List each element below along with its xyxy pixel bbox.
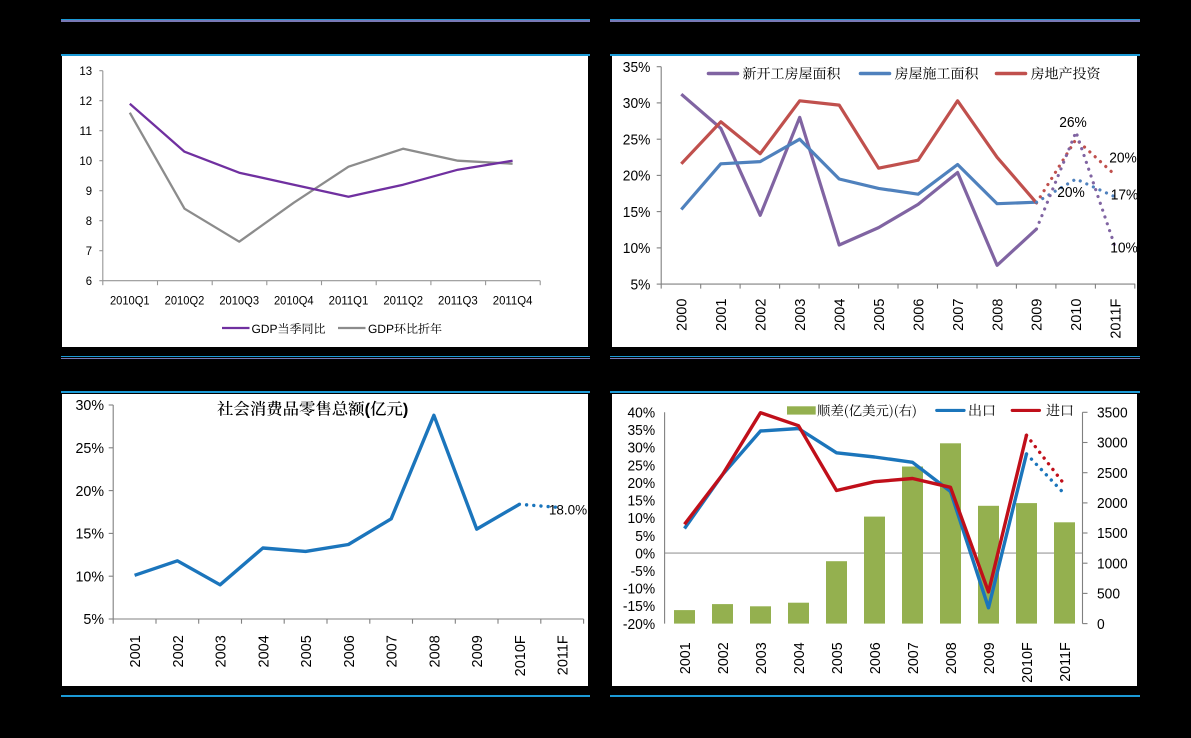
svg-text:2002: 2002 bbox=[171, 635, 187, 667]
svg-text:2008: 2008 bbox=[427, 635, 443, 667]
svg-text:10%: 10% bbox=[76, 568, 105, 585]
svg-text:2011F: 2011F bbox=[1057, 642, 1073, 682]
svg-text:2007: 2007 bbox=[905, 642, 921, 674]
svg-text:7: 7 bbox=[86, 244, 93, 258]
svg-text:2005: 2005 bbox=[871, 299, 887, 331]
svg-text:2003: 2003 bbox=[753, 642, 769, 674]
svg-text:18.0%: 18.0% bbox=[549, 502, 587, 517]
svg-text:25%: 25% bbox=[627, 458, 655, 474]
svg-text:10%: 10% bbox=[622, 241, 650, 257]
svg-text:2009: 2009 bbox=[981, 642, 997, 674]
svg-text:2010F: 2010F bbox=[1019, 642, 1035, 683]
svg-text:20%: 20% bbox=[627, 475, 655, 491]
svg-text:2007: 2007 bbox=[950, 299, 966, 331]
svg-text:25%: 25% bbox=[76, 440, 105, 457]
svg-text:25%: 25% bbox=[622, 133, 650, 149]
svg-text:2005: 2005 bbox=[299, 635, 315, 667]
svg-text:30%: 30% bbox=[622, 96, 650, 112]
svg-text:500: 500 bbox=[1097, 586, 1120, 602]
svg-text:2006: 2006 bbox=[867, 642, 883, 674]
svg-text:2004: 2004 bbox=[256, 635, 272, 667]
svg-text:2010Q2: 2010Q2 bbox=[165, 294, 205, 308]
svg-text:20%: 20% bbox=[1057, 185, 1085, 201]
svg-text:0%: 0% bbox=[635, 546, 655, 562]
svg-text:2001: 2001 bbox=[714, 299, 730, 331]
svg-text:2004: 2004 bbox=[832, 299, 848, 331]
svg-text:2005: 2005 bbox=[829, 642, 845, 674]
svg-text:3500: 3500 bbox=[1097, 405, 1128, 421]
svg-text:2010Q4: 2010Q4 bbox=[274, 294, 314, 308]
svg-text:2010F: 2010F bbox=[513, 635, 529, 676]
svg-text:2011F: 2011F bbox=[556, 635, 572, 675]
svg-text:2003: 2003 bbox=[792, 299, 808, 331]
svg-text:12: 12 bbox=[79, 94, 92, 108]
svg-text:6: 6 bbox=[86, 274, 93, 288]
svg-text:2011Q2: 2011Q2 bbox=[383, 294, 423, 308]
svg-text:20%: 20% bbox=[1109, 151, 1137, 167]
svg-text:2003: 2003 bbox=[214, 635, 230, 667]
svg-text:2007: 2007 bbox=[385, 635, 401, 667]
svg-text:-10%: -10% bbox=[622, 581, 654, 597]
svg-text:30%: 30% bbox=[627, 440, 655, 456]
svg-text:2004: 2004 bbox=[791, 642, 807, 674]
svg-text:35%: 35% bbox=[627, 423, 655, 439]
svg-text:2008: 2008 bbox=[990, 299, 1006, 331]
svg-text:2010Q1: 2010Q1 bbox=[110, 294, 150, 308]
svg-text:2000: 2000 bbox=[674, 299, 690, 331]
svg-text:0: 0 bbox=[1097, 616, 1105, 632]
svg-text:5%: 5% bbox=[83, 611, 104, 628]
svg-text:40%: 40% bbox=[627, 405, 655, 421]
svg-text:2011F: 2011F bbox=[1108, 299, 1124, 339]
svg-text:2010: 2010 bbox=[1069, 299, 1085, 331]
svg-text:2010Q3: 2010Q3 bbox=[219, 294, 259, 308]
svg-text:5%: 5% bbox=[630, 278, 650, 294]
svg-text:2006: 2006 bbox=[911, 299, 927, 331]
svg-text:2002: 2002 bbox=[715, 642, 731, 674]
svg-text:15%: 15% bbox=[627, 493, 655, 509]
svg-text:9: 9 bbox=[86, 184, 93, 198]
svg-text:1500: 1500 bbox=[1097, 526, 1128, 542]
svg-text:15%: 15% bbox=[622, 205, 650, 221]
svg-text:13: 13 bbox=[79, 64, 92, 78]
svg-text:5%: 5% bbox=[635, 528, 655, 544]
svg-text:-20%: -20% bbox=[622, 616, 654, 632]
svg-text:2011Q4: 2011Q4 bbox=[493, 294, 533, 308]
svg-text:20%: 20% bbox=[622, 169, 650, 185]
svg-text:1000: 1000 bbox=[1097, 556, 1128, 572]
svg-text:10%: 10% bbox=[627, 511, 655, 527]
svg-text:2001: 2001 bbox=[128, 635, 144, 667]
svg-text:15%: 15% bbox=[76, 525, 105, 542]
svg-text:2008: 2008 bbox=[943, 642, 959, 674]
svg-text:10: 10 bbox=[79, 154, 92, 168]
svg-text:2011Q3: 2011Q3 bbox=[438, 294, 478, 308]
svg-text:20%: 20% bbox=[76, 482, 105, 499]
svg-text:-15%: -15% bbox=[622, 599, 654, 615]
svg-text:2011Q1: 2011Q1 bbox=[329, 294, 369, 308]
svg-text:-5%: -5% bbox=[630, 564, 655, 580]
svg-text:2002: 2002 bbox=[753, 299, 769, 331]
svg-text:2500: 2500 bbox=[1097, 465, 1128, 481]
svg-text:2006: 2006 bbox=[342, 635, 358, 667]
svg-text:2009: 2009 bbox=[470, 635, 486, 667]
svg-text:35%: 35% bbox=[622, 60, 650, 76]
svg-text:30%: 30% bbox=[76, 397, 105, 414]
svg-text:3000: 3000 bbox=[1097, 435, 1128, 451]
svg-text:2001: 2001 bbox=[677, 642, 693, 674]
svg-text:11: 11 bbox=[79, 124, 92, 138]
svg-text:17%: 17% bbox=[1110, 188, 1137, 204]
svg-text:26%: 26% bbox=[1059, 115, 1087, 131]
svg-text:8: 8 bbox=[86, 214, 93, 228]
svg-text:2009: 2009 bbox=[1029, 299, 1045, 331]
svg-text:10%: 10% bbox=[1110, 241, 1137, 257]
svg-text:2000: 2000 bbox=[1097, 496, 1128, 512]
